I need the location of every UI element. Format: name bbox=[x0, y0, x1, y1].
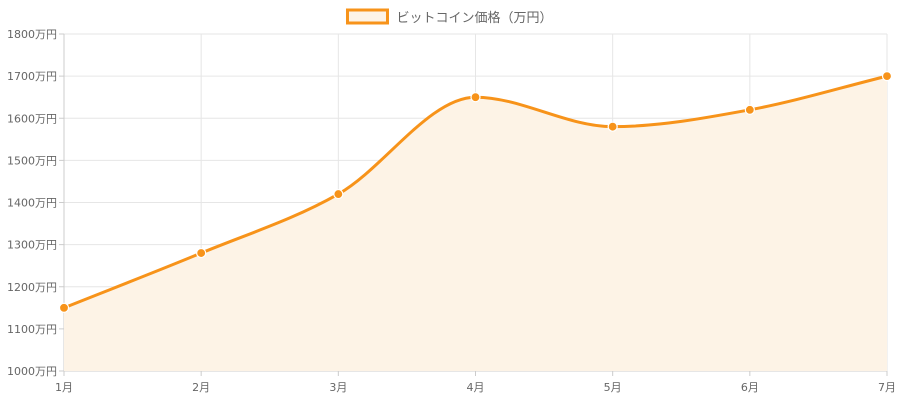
series-area-fill bbox=[64, 76, 887, 371]
data-point[interactable] bbox=[333, 188, 344, 200]
data-point[interactable] bbox=[196, 247, 207, 259]
legend-label[interactable]: ビットコイン価格（万円） bbox=[396, 10, 552, 26]
data-point[interactable] bbox=[470, 92, 481, 103]
legend-swatch[interactable] bbox=[345, 8, 389, 25]
x-tick-label: 2月 bbox=[192, 381, 210, 394]
data-point[interactable] bbox=[607, 121, 618, 132]
x-tick-label: 6月 bbox=[741, 381, 759, 394]
tick-labels: 1000万円 1100万円 1200万円 1300万円 1400万円 1500万円 1600… bbox=[7, 28, 896, 394]
y-tick-label: 1300万円 bbox=[7, 239, 57, 252]
x-tick-label: 1月 bbox=[55, 381, 73, 394]
y-tick-label: 1200万円 bbox=[7, 281, 57, 294]
x-tick-label: 4月 bbox=[467, 381, 485, 394]
data-point[interactable] bbox=[744, 104, 755, 115]
data-point[interactable] bbox=[881, 71, 893, 82]
y-tick-label: 1800万円 bbox=[7, 28, 57, 41]
y-tick-label: 1500万円 bbox=[7, 154, 57, 167]
legend[interactable]: ビットコイン価格（万円） bbox=[345, 8, 553, 26]
y-tick-label: 1400万円 bbox=[7, 197, 57, 210]
series-layer bbox=[58, 71, 893, 371]
x-tick-label: 7月 bbox=[878, 381, 896, 394]
y-tick-label: 1000万円 bbox=[7, 365, 57, 378]
y-tick-label: 1700万円 bbox=[7, 70, 57, 83]
data-point[interactable] bbox=[58, 302, 70, 313]
x-tick-label: 5月 bbox=[604, 381, 622, 394]
y-tick-label: 1600万円 bbox=[7, 112, 57, 125]
y-tick-label: 1100万円 bbox=[7, 323, 57, 336]
x-tick-label: 3月 bbox=[329, 381, 347, 394]
